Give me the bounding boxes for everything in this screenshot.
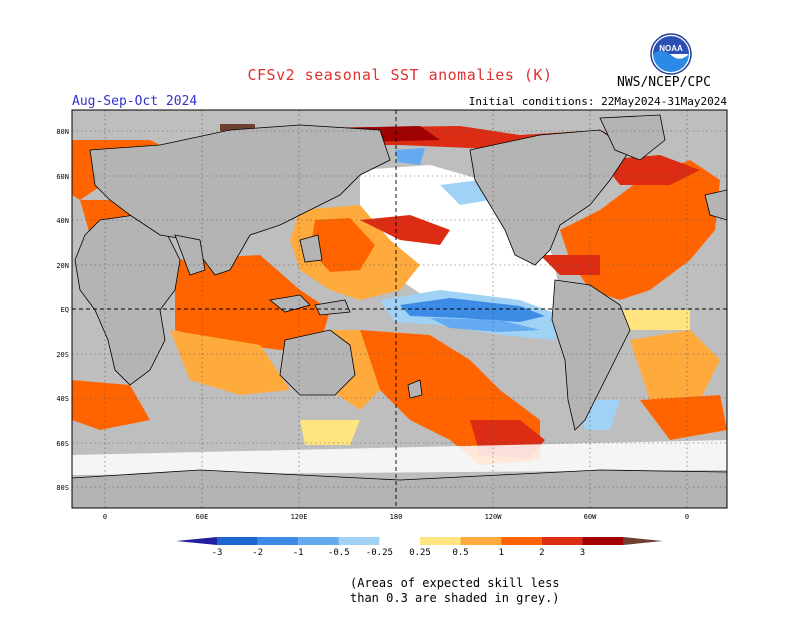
colorbar-tick-label: 0.5 [452,548,468,558]
colorbar-tick-label: -3 [212,548,223,558]
indian-ocean-warm-region [175,255,330,350]
lon-label: 120E [291,513,308,521]
colorbar-swatch [582,537,623,545]
colorbar-arrow-left [176,537,217,545]
colorbar-arrow-right [623,537,663,545]
lon-label: 120W [485,513,503,521]
colorbar-swatch [541,537,583,545]
antarctica [72,469,727,508]
map-title: CFSv2 seasonal SST anomalies (K) [247,66,553,84]
colorbar-swatch [501,537,542,545]
logo-text: NOAA [659,44,683,53]
skill-note-line2: than 0.3 are shaded in grey.) [350,591,560,605]
initial-conditions-label: Initial conditions: 22May2024-31May2024 [468,95,727,108]
lat-label: 20N [56,262,69,270]
lon-label: 180 [390,513,403,521]
lat-label: 40N [56,217,69,225]
colorbar-swatch [217,537,258,545]
lat-label: 80N [56,128,69,136]
agency-label: NWS/NCEP/CPC [617,75,711,90]
colorbar-swatch [420,537,461,545]
australia [279,329,356,396]
colorbar-tick-label: 0.25 [409,548,431,558]
lat-label: 80S [56,484,69,492]
greenland [599,114,666,161]
colorbar-tick-label: -2 [252,548,263,558]
lon-label: 0 [103,513,107,521]
lat-label: 40S [56,395,69,403]
lon-label: 60E [196,513,209,521]
eurasia [89,124,391,276]
equatorial-cold-core [400,298,545,322]
colorbar-tick-label: -1 [293,548,304,558]
colorbar-tick-label: -0.25 [366,548,393,558]
lat-label: 60N [56,173,69,181]
colorbar-tick-label: -0.5 [328,548,350,558]
colorbar-swatch [298,537,339,545]
colorbar-swatch [338,537,380,545]
north-america [469,129,631,266]
south-america [551,279,631,431]
equator-dateline [72,110,727,508]
colorbar-swatch [379,537,420,545]
colorbar-tick-label: 1 [498,548,503,558]
continents [72,114,727,508]
skill-note-line1: (Areas of expected skill less [350,576,560,590]
season-label: Aug-Sep-Oct 2024 [72,94,198,109]
africa [74,214,181,386]
lat-label: 20S [56,351,69,359]
noaa-logo-icon: NOAA [650,33,692,75]
colorbar-swatch [460,537,502,545]
lon-label: 0 [685,513,689,521]
colorbar-tick-label: 3 [580,548,585,558]
lat-label: EQ [61,306,69,314]
lat-label: 60S [56,440,69,448]
lon-label: 60W [584,513,597,521]
colorbar-swatch [257,537,299,545]
colorbar-tick-label: 2 [539,548,544,558]
